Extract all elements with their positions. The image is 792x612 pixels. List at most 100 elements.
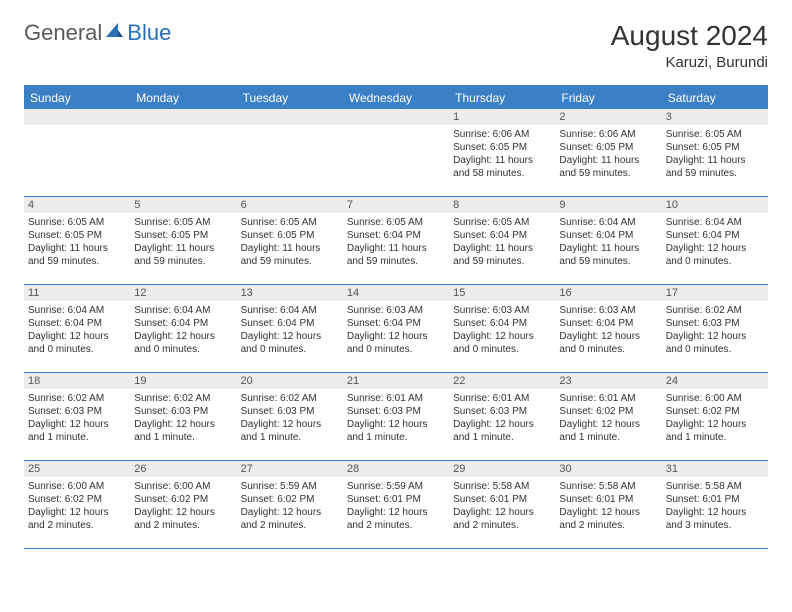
sunrise-line: Sunrise: 5:58 AM bbox=[453, 480, 551, 493]
calendar-day-cell: 20Sunrise: 6:02 AMSunset: 6:03 PMDayligh… bbox=[237, 373, 343, 461]
sunrise-line: Sunrise: 5:59 AM bbox=[347, 480, 445, 493]
calendar-day-cell: 7Sunrise: 6:05 AMSunset: 6:04 PMDaylight… bbox=[343, 197, 449, 285]
daynum-bar bbox=[237, 109, 343, 125]
day-number: 4 bbox=[24, 197, 130, 213]
daylight-line: Daylight: 12 hours and 2 minutes. bbox=[134, 506, 232, 532]
daylight-line: Daylight: 12 hours and 0 minutes. bbox=[28, 330, 126, 356]
sunrise-line: Sunrise: 6:01 AM bbox=[559, 392, 657, 405]
day-number: 24 bbox=[662, 373, 768, 389]
calendar-day-cell: 8Sunrise: 6:05 AMSunset: 6:04 PMDaylight… bbox=[449, 197, 555, 285]
day-number: 22 bbox=[449, 373, 555, 389]
daylight-line: Daylight: 12 hours and 2 minutes. bbox=[241, 506, 339, 532]
weekday-header: Monday bbox=[130, 87, 236, 109]
sunrise-line: Sunrise: 6:02 AM bbox=[241, 392, 339, 405]
daylight-line: Daylight: 12 hours and 0 minutes. bbox=[666, 330, 764, 356]
sunset-line: Sunset: 6:01 PM bbox=[559, 493, 657, 506]
day-number: 29 bbox=[449, 461, 555, 477]
sunset-line: Sunset: 6:02 PM bbox=[134, 493, 232, 506]
sunrise-line: Sunrise: 6:02 AM bbox=[28, 392, 126, 405]
brand-part2: Blue bbox=[127, 20, 171, 46]
daynum-bar bbox=[24, 109, 130, 125]
calendar-day-cell: 30 Sunrise: 5:58 AMSunset: 6:01 PMDayligh… bbox=[555, 461, 661, 549]
daylight-line: Daylight: 11 hours and 59 minutes. bbox=[559, 242, 657, 268]
sunset-line: Sunset: 6:04 PM bbox=[347, 317, 445, 330]
sunset-line: Sunset: 6:04 PM bbox=[453, 229, 551, 242]
brand-part1: General bbox=[24, 20, 102, 46]
day-number: 8 bbox=[449, 197, 555, 213]
calendar-day-cell: 23Sunrise: 6:01 AMSunset: 6:02 PMDayligh… bbox=[555, 373, 661, 461]
calendar-day-cell: 21Sunrise: 6:01 AMSunset: 6:03 PMDayligh… bbox=[343, 373, 449, 461]
location-label: Karuzi, Burundi bbox=[611, 54, 768, 71]
sunrise-line: Sunrise: 6:04 AM bbox=[666, 216, 764, 229]
sunrise-line: Sunrise: 5:58 AM bbox=[559, 480, 657, 493]
day-number: 11 bbox=[24, 285, 130, 301]
daylight-line: Daylight: 11 hours and 59 minutes. bbox=[134, 242, 232, 268]
calendar-day-cell: 9Sunrise: 6:04 AMSunset: 6:04 PMDaylight… bbox=[555, 197, 661, 285]
sunset-line: Sunset: 6:05 PM bbox=[28, 229, 126, 242]
daylight-line: Daylight: 12 hours and 0 minutes. bbox=[666, 242, 764, 268]
daylight-line: Daylight: 12 hours and 2 minutes. bbox=[347, 506, 445, 532]
day-number: 28 bbox=[343, 461, 449, 477]
sunrise-line: Sunrise: 6:05 AM bbox=[134, 216, 232, 229]
weekday-header: Tuesday bbox=[237, 87, 343, 109]
day-number: 21 bbox=[343, 373, 449, 389]
day-number: 9 bbox=[555, 197, 661, 213]
sunrise-line: Sunrise: 6:05 AM bbox=[347, 216, 445, 229]
daylight-line: Daylight: 12 hours and 0 minutes. bbox=[559, 330, 657, 356]
sunset-line: Sunset: 6:01 PM bbox=[666, 493, 764, 506]
day-number: 7 bbox=[343, 197, 449, 213]
daylight-line: Daylight: 11 hours and 59 minutes. bbox=[666, 154, 764, 180]
sunset-line: Sunset: 6:05 PM bbox=[453, 141, 551, 154]
calendar-day-cell: 24Sunrise: 6:00 AMSunset: 6:02 PMDayligh… bbox=[662, 373, 768, 461]
sunset-line: Sunset: 6:03 PM bbox=[134, 405, 232, 418]
calendar-day-cell: 28Sunrise: 5:59 AMSunset: 6:01 PMDayligh… bbox=[343, 461, 449, 549]
daylight-line: Daylight: 12 hours and 1 minute. bbox=[559, 418, 657, 444]
sunset-line: Sunset: 6:01 PM bbox=[453, 493, 551, 506]
sunrise-line: Sunrise: 6:05 AM bbox=[453, 216, 551, 229]
calendar-empty-cell bbox=[24, 109, 130, 197]
daynum-bar bbox=[130, 109, 236, 125]
day-number: 14 bbox=[343, 285, 449, 301]
sunset-line: Sunset: 6:04 PM bbox=[666, 229, 764, 242]
sunrise-line: Sunrise: 6:05 AM bbox=[241, 216, 339, 229]
sunset-line: Sunset: 6:04 PM bbox=[453, 317, 551, 330]
calendar-empty-cell bbox=[343, 109, 449, 197]
sunset-line: Sunset: 6:03 PM bbox=[347, 405, 445, 418]
sunrise-line: Sunrise: 6:06 AM bbox=[453, 128, 551, 141]
calendar-day-cell: 10 Sunrise: 6:04 AMSunset: 6:04 PMDayligh… bbox=[662, 197, 768, 285]
day-number: 19 bbox=[130, 373, 236, 389]
sunset-line: Sunset: 6:05 PM bbox=[666, 141, 764, 154]
sunrise-line: Sunrise: 6:05 AM bbox=[666, 128, 764, 141]
month-title: August 2024 bbox=[611, 20, 768, 52]
day-number: 27 bbox=[237, 461, 343, 477]
daylight-line: Daylight: 12 hours and 2 minutes. bbox=[453, 506, 551, 532]
sunset-line: Sunset: 6:03 PM bbox=[453, 405, 551, 418]
day-number: 31 bbox=[662, 461, 768, 477]
daylight-line: Daylight: 11 hours and 59 minutes. bbox=[559, 154, 657, 180]
sunrise-line: Sunrise: 6:02 AM bbox=[134, 392, 232, 405]
daylight-line: Daylight: 12 hours and 0 minutes. bbox=[347, 330, 445, 356]
calendar-day-cell: 26Sunrise: 6:00 AMSunset: 6:02 PMDayligh… bbox=[130, 461, 236, 549]
day-number: 10 bbox=[662, 197, 768, 213]
daylight-line: Daylight: 12 hours and 0 minutes. bbox=[241, 330, 339, 356]
daylight-line: Daylight: 11 hours and 59 minutes. bbox=[347, 242, 445, 268]
weekday-header: Wednesday bbox=[343, 87, 449, 109]
sunset-line: Sunset: 6:05 PM bbox=[134, 229, 232, 242]
calendar-day-cell: 25Sunrise: 6:00 AMSunset: 6:02 PMDayligh… bbox=[24, 461, 130, 549]
day-number: 23 bbox=[555, 373, 661, 389]
daylight-line: Daylight: 11 hours and 59 minutes. bbox=[28, 242, 126, 268]
day-number: 30 bbox=[555, 461, 661, 477]
brand-logo: General Blue bbox=[24, 20, 171, 46]
weekday-header: Friday bbox=[555, 87, 661, 109]
sunrise-line: Sunrise: 6:03 AM bbox=[453, 304, 551, 317]
calendar-day-cell: 19Sunrise: 6:02 AMSunset: 6:03 PMDayligh… bbox=[130, 373, 236, 461]
day-number: 26 bbox=[130, 461, 236, 477]
calendar-day-cell: 29 Sunrise: 5:58 AMSunset: 6:01 PMDayligh… bbox=[449, 461, 555, 549]
day-number: 25 bbox=[24, 461, 130, 477]
daylight-line: Daylight: 12 hours and 2 minutes. bbox=[559, 506, 657, 532]
sunrise-line: Sunrise: 6:02 AM bbox=[666, 304, 764, 317]
sunset-line: Sunset: 6:03 PM bbox=[28, 405, 126, 418]
day-number: 6 bbox=[237, 197, 343, 213]
sunrise-line: Sunrise: 6:04 AM bbox=[559, 216, 657, 229]
daylight-line: Daylight: 12 hours and 1 minute. bbox=[347, 418, 445, 444]
